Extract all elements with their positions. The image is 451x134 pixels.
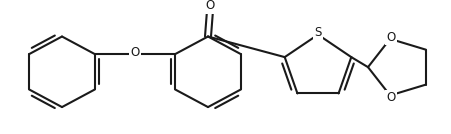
- Text: S: S: [313, 26, 321, 39]
- Text: O: O: [205, 0, 214, 12]
- Text: O: O: [386, 31, 395, 44]
- Text: O: O: [130, 46, 139, 59]
- Text: O: O: [386, 91, 395, 104]
